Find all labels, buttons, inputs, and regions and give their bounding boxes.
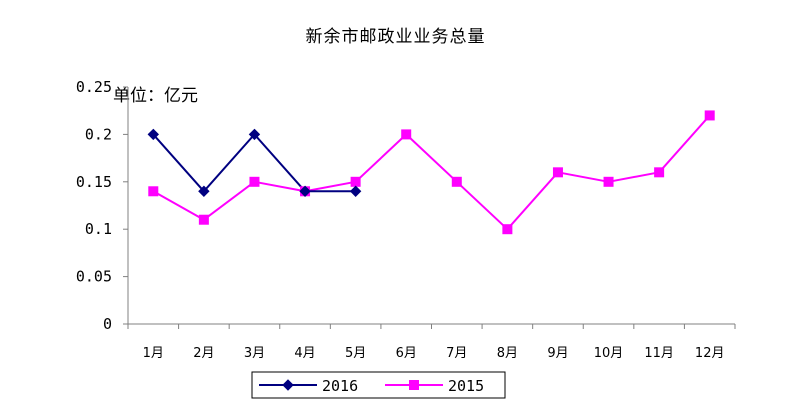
x-tick-label: 1月 — [143, 346, 164, 361]
marker-2016 — [248, 128, 261, 141]
marker-2016 — [349, 185, 362, 197]
marker-legend-2016 — [282, 379, 294, 391]
x-tick-label: 6月 — [396, 346, 417, 361]
x-tick-label: 11月 — [644, 346, 674, 361]
marker-2016 — [147, 128, 159, 141]
chart-title: 新余市邮政业业务总量 — [305, 27, 486, 47]
series-line-2015 — [152, 114, 711, 231]
axes — [127, 87, 735, 325]
marker-legend-2015 — [409, 380, 419, 390]
y-tick-label: 0.1 — [85, 220, 112, 238]
series-markers — [147, 110, 715, 235]
legend: 2016 2015 — [251, 371, 506, 399]
x-tick-label: 10月 — [594, 346, 624, 361]
marker-2015 — [198, 214, 209, 225]
marker-2015 — [502, 224, 513, 235]
unit-label: 单位：亿元 — [113, 86, 198, 106]
marker-2015 — [148, 186, 159, 197]
x-tick-label: 12月 — [695, 346, 725, 361]
x-axis-ticks: 1月 2月 3月 4月 5月 6月 7月 8月 9月 10月 11月 12月 — [127, 324, 736, 361]
x-tick-label: 7月 — [446, 346, 467, 361]
y-axis-ticks: 0 0.05 0.1 0.15 0.2 0.25 — [76, 78, 128, 333]
x-tick-label: 4月 — [294, 346, 315, 361]
legend-label-2016: 2016 — [322, 377, 358, 395]
legend-label-2015: 2015 — [448, 377, 484, 395]
y-tick-label: 0.15 — [76, 173, 112, 191]
marker-2015 — [704, 110, 715, 121]
marker-2015 — [451, 176, 462, 187]
marker-2015 — [654, 167, 665, 178]
marker-2015 — [552, 167, 563, 178]
y-tick-label: 0 — [103, 315, 112, 333]
marker-2015 — [603, 176, 614, 187]
marker-2016 — [299, 185, 311, 197]
marker-2015 — [350, 176, 361, 187]
x-tick-label: 2月 — [193, 346, 214, 361]
series-lines — [152, 114, 711, 231]
marker-2015 — [401, 129, 412, 140]
x-tick-label: 3月 — [244, 346, 265, 361]
x-tick-label: 5月 — [345, 346, 366, 361]
y-tick-label: 0.25 — [76, 78, 112, 96]
x-tick-label: 8月 — [497, 346, 518, 361]
marker-2015 — [249, 176, 260, 187]
marker-2016 — [198, 185, 210, 197]
y-tick-label: 0.05 — [76, 268, 112, 286]
x-tick-label: 9月 — [547, 346, 568, 361]
y-tick-label: 0.2 — [85, 125, 112, 143]
